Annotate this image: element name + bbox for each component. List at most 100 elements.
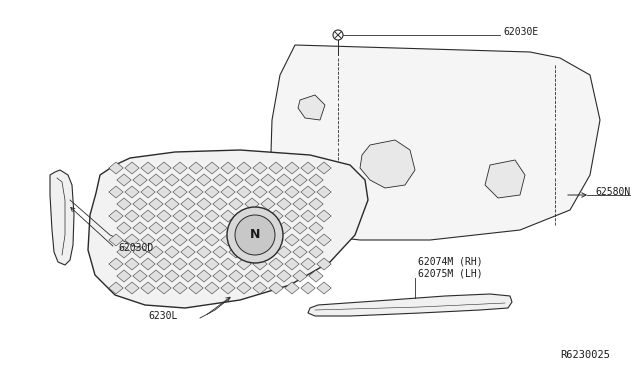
Polygon shape <box>181 246 195 258</box>
Polygon shape <box>189 210 204 222</box>
Polygon shape <box>301 258 315 270</box>
Polygon shape <box>157 234 172 246</box>
Circle shape <box>336 111 344 119</box>
Circle shape <box>227 207 283 263</box>
Polygon shape <box>261 174 275 186</box>
Polygon shape <box>269 210 283 222</box>
Polygon shape <box>360 140 415 188</box>
Polygon shape <box>298 95 325 120</box>
Polygon shape <box>221 282 236 294</box>
Polygon shape <box>205 186 219 198</box>
Circle shape <box>235 215 275 255</box>
Text: 62030E: 62030E <box>503 27 538 37</box>
Polygon shape <box>270 45 600 240</box>
Polygon shape <box>485 160 525 198</box>
Polygon shape <box>277 270 291 282</box>
Polygon shape <box>261 222 275 234</box>
Text: 62030D: 62030D <box>118 243 153 253</box>
Polygon shape <box>301 210 315 222</box>
Polygon shape <box>309 174 323 186</box>
Polygon shape <box>309 222 323 234</box>
Polygon shape <box>277 222 291 234</box>
Polygon shape <box>157 162 172 174</box>
Polygon shape <box>109 186 123 198</box>
Polygon shape <box>133 246 147 258</box>
Polygon shape <box>237 186 251 198</box>
Polygon shape <box>125 162 140 174</box>
Polygon shape <box>277 246 291 258</box>
Circle shape <box>500 175 510 185</box>
Polygon shape <box>277 198 291 210</box>
Polygon shape <box>109 258 123 270</box>
Polygon shape <box>253 258 268 270</box>
Polygon shape <box>205 210 219 222</box>
Polygon shape <box>157 186 172 198</box>
Polygon shape <box>293 174 307 186</box>
Polygon shape <box>173 162 187 174</box>
Polygon shape <box>116 222 131 234</box>
Polygon shape <box>221 258 236 270</box>
Polygon shape <box>141 234 155 246</box>
Polygon shape <box>317 162 332 174</box>
Polygon shape <box>133 174 147 186</box>
Polygon shape <box>237 210 251 222</box>
Polygon shape <box>173 186 187 198</box>
Circle shape <box>306 102 318 114</box>
Polygon shape <box>125 234 140 246</box>
Polygon shape <box>165 222 179 234</box>
Polygon shape <box>212 246 227 258</box>
Polygon shape <box>269 162 283 174</box>
Polygon shape <box>245 270 259 282</box>
Polygon shape <box>133 222 147 234</box>
Text: 62580N: 62580N <box>595 187 630 197</box>
Polygon shape <box>261 198 275 210</box>
Polygon shape <box>253 162 268 174</box>
Text: 62075M (LH): 62075M (LH) <box>418 269 483 279</box>
Polygon shape <box>301 234 315 246</box>
Polygon shape <box>317 258 332 270</box>
Polygon shape <box>149 270 163 282</box>
Polygon shape <box>125 258 140 270</box>
Polygon shape <box>237 162 251 174</box>
Polygon shape <box>237 258 251 270</box>
Polygon shape <box>205 234 219 246</box>
Polygon shape <box>149 246 163 258</box>
Polygon shape <box>116 174 131 186</box>
Polygon shape <box>285 282 300 294</box>
Polygon shape <box>205 258 219 270</box>
Polygon shape <box>317 282 332 294</box>
Polygon shape <box>133 198 147 210</box>
Polygon shape <box>309 198 323 210</box>
Polygon shape <box>181 174 195 186</box>
Polygon shape <box>189 162 204 174</box>
Polygon shape <box>212 198 227 210</box>
Polygon shape <box>149 198 163 210</box>
Polygon shape <box>149 174 163 186</box>
Polygon shape <box>253 282 268 294</box>
Polygon shape <box>109 282 123 294</box>
Polygon shape <box>293 198 307 210</box>
Polygon shape <box>293 246 307 258</box>
Polygon shape <box>173 282 187 294</box>
Polygon shape <box>309 246 323 258</box>
Polygon shape <box>212 174 227 186</box>
Polygon shape <box>197 174 211 186</box>
Polygon shape <box>269 282 283 294</box>
Polygon shape <box>229 222 243 234</box>
Polygon shape <box>285 210 300 222</box>
Polygon shape <box>173 210 187 222</box>
Polygon shape <box>197 222 211 234</box>
Polygon shape <box>165 198 179 210</box>
Polygon shape <box>116 246 131 258</box>
Polygon shape <box>173 234 187 246</box>
Polygon shape <box>229 174 243 186</box>
Polygon shape <box>221 162 236 174</box>
Polygon shape <box>141 210 155 222</box>
Polygon shape <box>261 270 275 282</box>
Polygon shape <box>157 282 172 294</box>
Polygon shape <box>293 222 307 234</box>
Polygon shape <box>253 186 268 198</box>
Polygon shape <box>253 210 268 222</box>
Polygon shape <box>133 270 147 282</box>
Polygon shape <box>237 234 251 246</box>
